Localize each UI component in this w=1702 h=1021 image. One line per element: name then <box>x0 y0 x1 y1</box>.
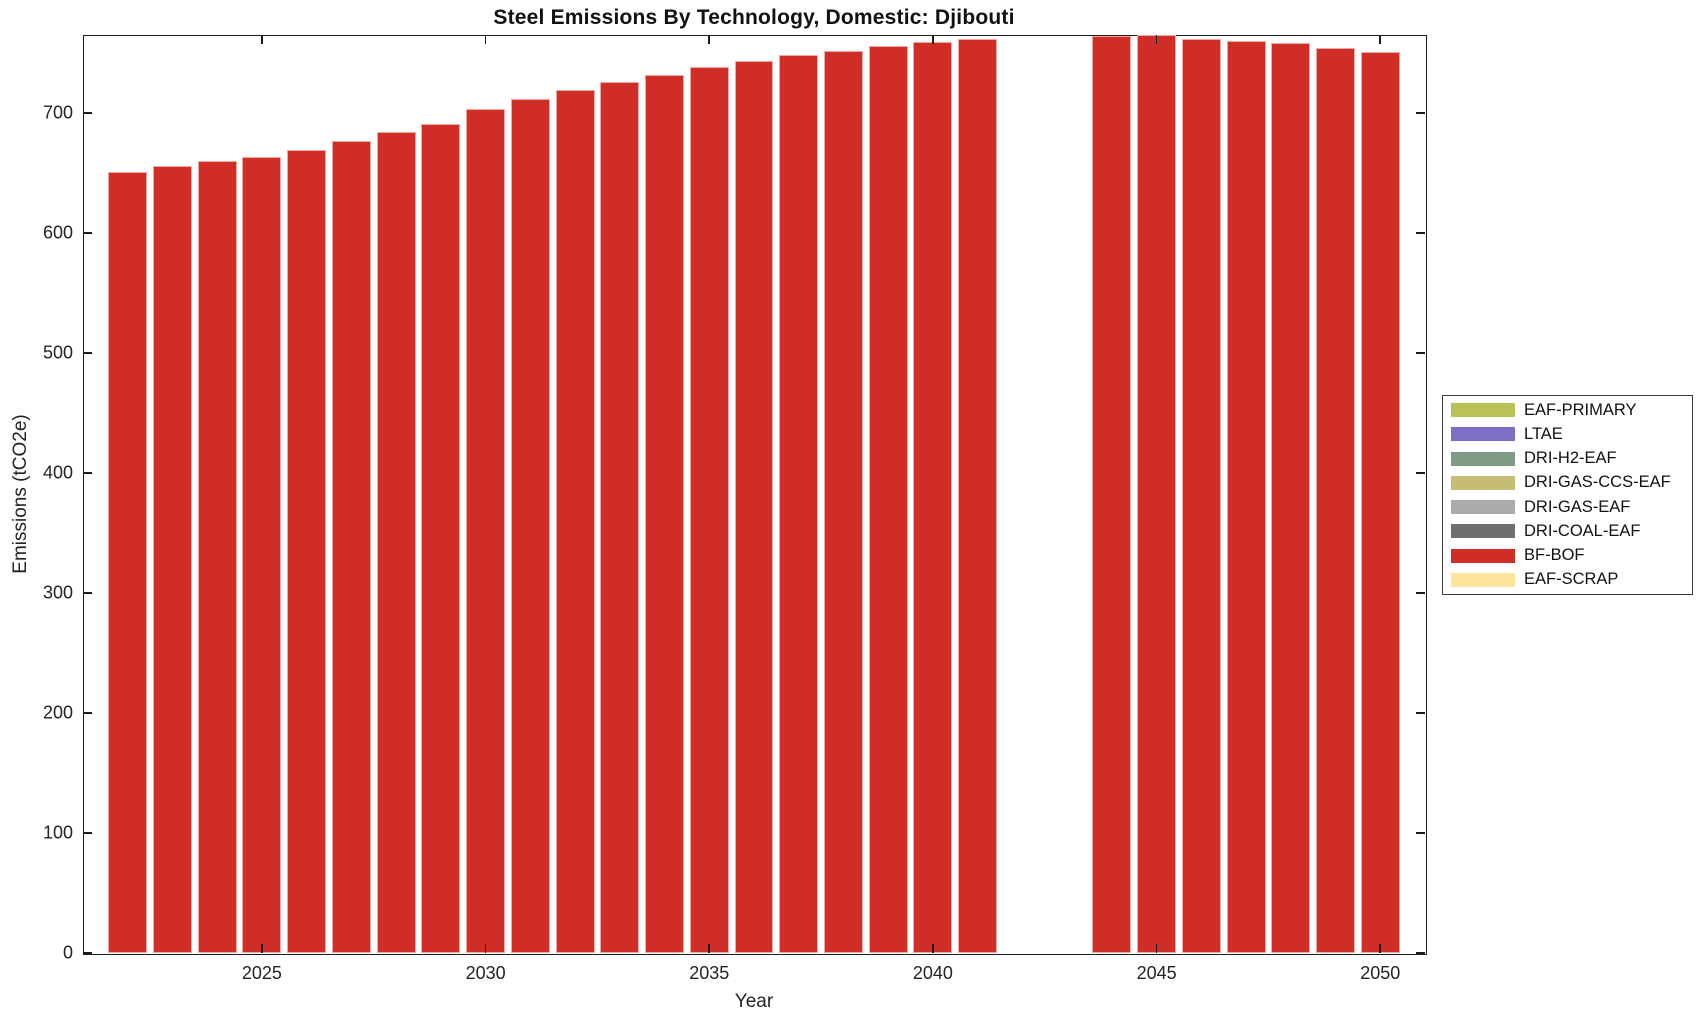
y-tick-label: 0 <box>62 942 73 963</box>
y-axis-label: Emissions (tCO2e) <box>10 414 31 574</box>
bar-2044 <box>1092 36 1132 953</box>
legend-item-label: LTAE <box>1524 424 1563 443</box>
x-axis-tick-top <box>1379 35 1382 44</box>
x-axis-tick-top <box>1155 35 1158 44</box>
x-axis-tick <box>932 944 934 953</box>
bar-2050 <box>1360 51 1400 953</box>
x-tick-label: 2040 <box>912 963 953 983</box>
bar-2039 <box>868 45 908 953</box>
legend-item-label: EAF-SCRAP <box>1524 570 1619 589</box>
x-tick-label: 2035 <box>689 963 730 983</box>
legend-item-label: EAF-PRIMARY <box>1524 400 1637 419</box>
bar-2048 <box>1271 43 1311 953</box>
legend-item-label: BF-BOF <box>1524 546 1585 565</box>
legend-item: DRI-GAS-CCS-EAF <box>1443 473 1692 493</box>
legend-swatch <box>1451 524 1515 539</box>
x-axis-tick <box>1379 944 1382 953</box>
legend-swatch <box>1451 500 1515 515</box>
y-axis-tick <box>83 472 92 474</box>
y-tick-label: 100 <box>42 822 73 843</box>
bar-2023 <box>153 165 192 953</box>
x-tick-label: 2030 <box>465 963 506 983</box>
x-axis-tick-top <box>708 35 711 44</box>
legend-item-label: DRI-COAL-EAF <box>1524 521 1641 540</box>
y-axis-tick <box>83 832 92 834</box>
bar-2046 <box>1181 38 1221 953</box>
bar-2031 <box>510 98 550 953</box>
legend-item: LTAE <box>1443 424 1692 444</box>
bar-2047 <box>1226 41 1266 953</box>
bar-2030 <box>466 109 506 953</box>
legend-item: EAF-PRIMARY <box>1443 400 1692 420</box>
bar-2034 <box>645 74 684 953</box>
plot-area <box>83 35 1427 955</box>
legend-item-label: DRI-GAS-EAF <box>1524 497 1631 516</box>
y-axis-tick-right <box>1416 232 1425 234</box>
x-axis-label: Year <box>734 991 774 1012</box>
y-axis-tick <box>83 712 92 714</box>
y-axis-tick-right <box>1416 472 1425 474</box>
y-axis-tick-right <box>1416 712 1425 714</box>
x-axis-tick <box>484 944 487 953</box>
y-tick-label: 200 <box>42 702 73 723</box>
legend: EAF-PRIMARY LTAE DRI-H2-EAF DRI-GAS-CCS-EAF… <box>1442 395 1693 595</box>
bar-2025 <box>242 157 282 953</box>
bar-2024 <box>197 161 237 953</box>
y-axis-tick <box>83 952 92 954</box>
y-tick-label: 600 <box>42 222 73 243</box>
legend-item: EAF-SCRAP <box>1443 570 1692 590</box>
y-axis-tick <box>83 232 92 234</box>
legend-item: BF-BOF <box>1443 546 1692 566</box>
bar-2028 <box>376 132 416 953</box>
y-axis-tick-right <box>1416 352 1425 354</box>
y-axis-tick-right <box>1416 952 1425 954</box>
x-axis-tick <box>261 944 263 953</box>
x-tick-label: 2045 <box>1136 963 1177 983</box>
x-axis-tick-top <box>484 35 487 44</box>
bar-2033 <box>600 81 640 953</box>
legend-swatch <box>1451 548 1515 563</box>
y-tick-label: 300 <box>42 582 73 603</box>
y-tick-label: 700 <box>42 102 73 123</box>
bar-2027 <box>331 140 371 953</box>
bar-2035 <box>689 67 729 953</box>
bar-2037 <box>779 55 819 953</box>
legend-item: DRI-COAL-EAF <box>1443 521 1692 541</box>
legend-item: DRI-GAS-EAF <box>1443 497 1692 517</box>
legend-swatch <box>1451 427 1515 442</box>
x-axis-tick <box>1155 944 1158 953</box>
bar-2040 <box>913 42 953 953</box>
y-axis-tick <box>83 592 92 594</box>
legend-item-label: DRI-GAS-CCS-EAF <box>1524 473 1671 492</box>
x-tick-label: 2025 <box>241 963 282 983</box>
bar-2045 <box>1137 35 1177 953</box>
y-axis-tick-right <box>1416 832 1425 834</box>
legend-swatch <box>1451 475 1515 490</box>
y-tick-label: 400 <box>42 462 73 483</box>
bar-2022 <box>108 171 148 953</box>
x-tick-label: 2050 <box>1360 963 1401 983</box>
y-axis-tick-right <box>1416 112 1425 114</box>
y-tick-label: 500 <box>42 342 73 363</box>
legend-swatch <box>1451 451 1515 466</box>
bar-2049 <box>1316 48 1355 953</box>
chart-title: Steel Emissions By Technology, Domestic:… <box>493 6 1015 29</box>
bar-2036 <box>734 61 774 953</box>
y-axis-tick <box>83 112 92 114</box>
legend-swatch <box>1451 403 1515 418</box>
bar-2032 <box>555 90 595 953</box>
y-axis-tick <box>83 352 92 354</box>
y-axis-tick-right <box>1416 592 1425 594</box>
bar-2029 <box>421 123 461 953</box>
x-axis-tick-top <box>932 35 934 44</box>
legend-item: DRI-H2-EAF <box>1443 449 1692 469</box>
x-axis-tick-top <box>261 35 263 44</box>
bar-2026 <box>287 150 327 953</box>
legend-item-label: DRI-H2-EAF <box>1524 449 1617 468</box>
x-axis-tick <box>708 944 711 953</box>
bar-2041 <box>958 38 998 953</box>
bar-2038 <box>824 50 863 953</box>
legend-swatch <box>1451 572 1515 587</box>
